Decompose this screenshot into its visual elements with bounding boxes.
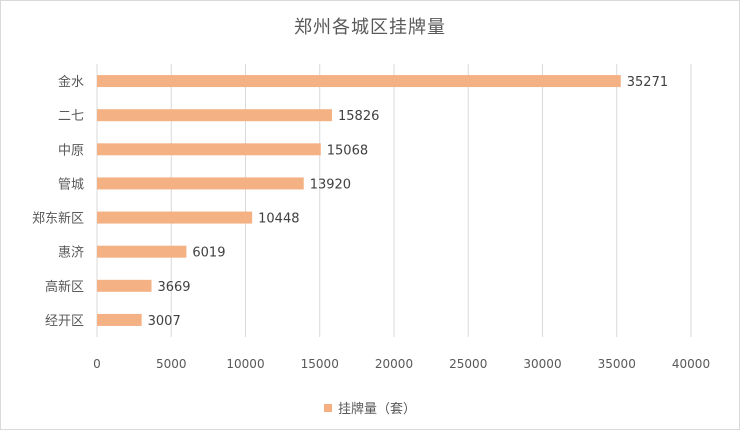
- data-label-6: 3669: [157, 280, 190, 295]
- category-label-3: 管城: [58, 177, 84, 192]
- x-tick-label-3: 15000: [301, 357, 339, 371]
- x-tick-label-2: 10000: [226, 357, 264, 371]
- bar-2: [97, 143, 321, 156]
- gridlines: [96, 64, 692, 337]
- bar-1: [97, 109, 333, 122]
- legend-label: 挂牌量（套）: [337, 402, 416, 417]
- labels: 0 5000 10000 15000 20000 25000 30000 35000 40000…: [32, 74, 710, 371]
- x-tick-label-7: 35000: [598, 357, 636, 371]
- data-label-5: 6019: [192, 246, 225, 261]
- data-label-4: 10448: [258, 212, 299, 227]
- bars: [97, 75, 621, 326]
- x-tick-label-5: 25000: [449, 357, 487, 371]
- x-tick-label-4: 20000: [375, 357, 413, 371]
- legend-swatch: [323, 403, 332, 412]
- bar-5: [97, 245, 187, 258]
- data-label-2: 15068: [327, 143, 368, 158]
- category-label-1: 二七: [58, 109, 84, 124]
- bar-3: [97, 177, 304, 190]
- category-label-7: 经开区: [45, 314, 84, 329]
- bar-0: [97, 75, 621, 88]
- category-label-4: 郑东新区: [32, 211, 84, 227]
- bar-7: [97, 313, 142, 326]
- x-tick-label-6: 30000: [523, 357, 561, 371]
- x-tick-label-0: 0: [93, 357, 101, 371]
- data-label-7: 3007: [148, 314, 181, 329]
- data-label-3: 13920: [310, 177, 351, 192]
- bar-4: [97, 211, 253, 224]
- bar-6: [97, 279, 152, 292]
- category-label-6: 高新区: [45, 279, 84, 295]
- x-tick-label-1: 5000: [156, 357, 187, 371]
- data-label-1: 15826: [338, 109, 379, 124]
- legend: 挂牌量（套）: [0, 398, 740, 417]
- category-label-5: 惠济: [58, 246, 84, 261]
- category-label-0: 金水: [58, 74, 84, 90]
- x-tick-label-8: 40000: [672, 357, 710, 371]
- category-label-2: 中原: [58, 143, 84, 158]
- data-label-0: 35271: [627, 75, 668, 90]
- chart-title: 郑州各城区挂牌量: [294, 17, 446, 38]
